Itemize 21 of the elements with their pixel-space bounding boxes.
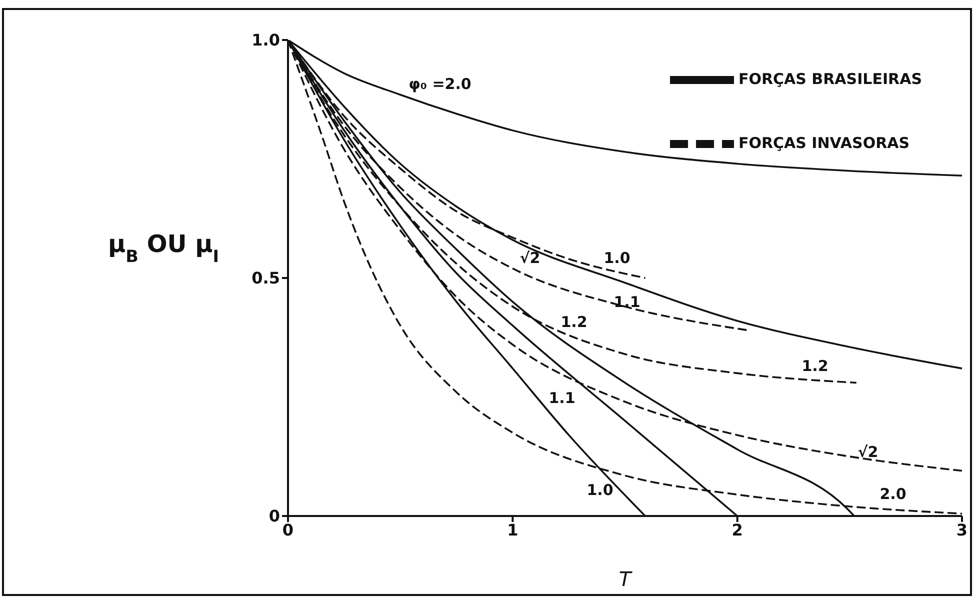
annotation: 1.2 (560, 313, 588, 331)
y-tick-label: 1.0 (252, 30, 280, 50)
annotation: 1.1 (614, 293, 640, 311)
x-axis-title: T (618, 567, 633, 591)
x-tick-label: 1 (507, 520, 518, 540)
x-tick-label: 3 (956, 520, 968, 540)
x-tick-label: 0 (282, 520, 294, 540)
annotation: 1.0 (604, 249, 630, 267)
annotation: 1.0 (586, 481, 614, 499)
y-axis-title: μ$_{B}$ OU μ$_{I}$ (108, 230, 219, 266)
legend-label: FORÇAS BRASILEIRAS (738, 70, 922, 88)
x-tick-label: 2 (732, 520, 743, 540)
y-tick-label: 0.5 (252, 268, 280, 288)
annotation: 2.0 (880, 485, 906, 503)
annotation: √2 (520, 249, 540, 267)
annotation: φ₀ =2.0 (408, 75, 472, 93)
y-tick-label: 0 (268, 506, 280, 526)
annotation: 1.1 (548, 389, 576, 407)
annotation: 1.2 (802, 357, 828, 375)
annotation: √2 (858, 443, 878, 461)
legend-label: FORÇAS INVASORAS (738, 134, 910, 152)
